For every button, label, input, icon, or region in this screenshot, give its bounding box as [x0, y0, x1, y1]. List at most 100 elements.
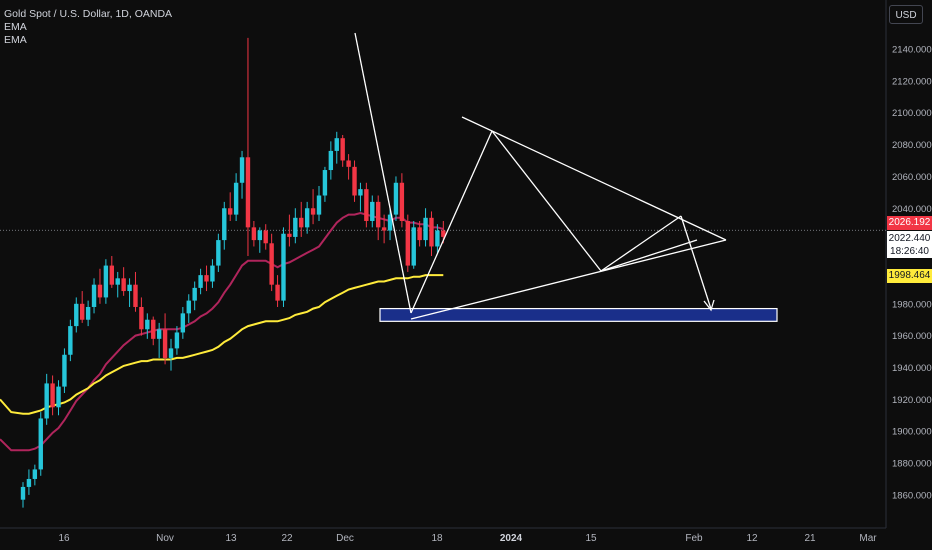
candle-down [80, 303, 85, 320]
candle-up [156, 329, 162, 339]
candle-up [85, 306, 91, 320]
candle-up [257, 230, 262, 241]
candle-down [376, 201, 381, 228]
candle-down [340, 138, 345, 161]
candle-down [245, 157, 251, 228]
candle-down [109, 265, 114, 285]
x-tick-label: Nov [156, 533, 174, 544]
candle-up [62, 354, 67, 387]
candle-up [304, 208, 310, 228]
x-tick-label: 15 [585, 533, 597, 544]
candle-up [68, 326, 73, 355]
trend-line [600, 239, 698, 272]
candle-up [91, 284, 97, 307]
x-tick-label: 16 [58, 533, 70, 544]
candle-up [174, 332, 180, 349]
trend-line [600, 215, 682, 272]
candle-down [399, 182, 405, 221]
candle-up [322, 170, 328, 196]
candle-down [405, 220, 410, 266]
candle-up [127, 284, 132, 292]
candle-up [411, 227, 416, 266]
current-price-tag: 2022.440 18:26:40 [887, 231, 932, 258]
candle-up [358, 189, 363, 196]
trend-line [410, 239, 727, 320]
symbol-title[interactable]: Gold Spot / U.S. Dollar, 1D, OANDA [4, 8, 173, 20]
y-tick-label: 1960.000 [892, 331, 932, 342]
candle-up [328, 150, 334, 171]
candle-up [222, 208, 227, 241]
candle-up [145, 319, 150, 330]
currency-button[interactable]: USD [889, 5, 923, 24]
candle-up [316, 195, 322, 215]
y-tick-label: 1940.000 [892, 363, 932, 374]
candle-up [233, 182, 239, 215]
y-tick-label: 1920.000 [892, 395, 932, 406]
candle-up [239, 157, 245, 183]
candle-up [281, 233, 286, 301]
arrow-head-icon [703, 299, 715, 312]
y-tick-label: 1980.000 [892, 299, 932, 310]
candle-up [423, 217, 428, 241]
last-price-tag: 2026.192 [887, 216, 932, 230]
trend-line [680, 215, 712, 310]
trend-line [410, 130, 493, 314]
candle-down [352, 166, 357, 196]
candle-up [168, 348, 174, 358]
candle-down [346, 160, 351, 167]
candle-down [287, 233, 292, 237]
trend-line [461, 116, 727, 241]
candle-down [381, 227, 387, 231]
y-tick-label: 2100.000 [892, 108, 932, 119]
candle-up [198, 275, 203, 288]
candle-down [139, 306, 144, 330]
ema-fast-line [0, 211, 444, 452]
candle-down [251, 227, 257, 241]
support-zone [379, 307, 778, 322]
candle-down [50, 383, 55, 408]
candle-up [387, 214, 393, 231]
y-tick-label: 2060.000 [892, 172, 932, 183]
candle-up [192, 287, 197, 301]
candle-down [263, 230, 268, 244]
y-tick-label: 2120.000 [892, 76, 932, 87]
candle-up [186, 300, 191, 314]
trend-line [354, 32, 412, 314]
chart-legend: Gold Spot / U.S. Dollar, 1D, OANDA EMA E… [4, 8, 172, 47]
candle-up [44, 383, 49, 419]
candle-up [20, 486, 26, 500]
candle-down [299, 217, 304, 228]
x-tick-label: 12 [746, 533, 758, 544]
candle-up [32, 469, 38, 479]
candle-down [204, 275, 209, 282]
candle-up [334, 138, 339, 151]
y-tick-label: 2040.000 [892, 204, 932, 215]
candle-down [417, 227, 422, 241]
candle-up [56, 386, 61, 408]
candle-up [38, 418, 43, 470]
candle-up [180, 313, 186, 333]
candle-down [275, 284, 280, 301]
candle-up [103, 265, 109, 298]
candle-up [370, 201, 375, 221]
x-tick-label: Dec [336, 533, 354, 544]
ema-slow-line [0, 274, 444, 415]
candle-down [364, 189, 369, 221]
candle-down [97, 284, 103, 298]
candle-up [435, 230, 440, 247]
candle-up [210, 265, 215, 282]
x-tick-label: Feb [685, 533, 703, 544]
y-tick-label: 1900.000 [892, 427, 932, 438]
candle-down [133, 284, 138, 307]
y-tick-label: 2140.000 [892, 45, 932, 56]
candle-down [121, 278, 126, 292]
x-tick-label: 22 [281, 533, 293, 544]
y-tick-label: 1880.000 [892, 459, 932, 470]
ema-legend-2[interactable]: EMA [4, 34, 27, 46]
x-tick-label: 2024 [500, 533, 523, 544]
candle-up [26, 478, 32, 487]
ema-legend-1[interactable]: EMA [4, 21, 27, 33]
x-tick-label: 18 [431, 533, 443, 544]
